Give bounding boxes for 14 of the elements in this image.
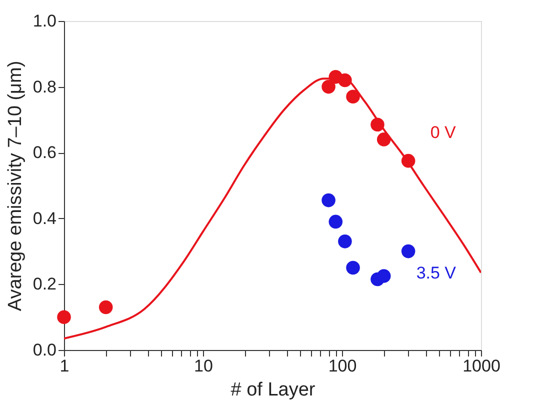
x-tick-label: 10 [194,356,213,376]
y-tick-label: 0.2 [32,274,56,294]
y-tick-label: 0.8 [32,77,56,96]
y-tick-label: 1.0 [32,12,56,30]
series-label: 3.5 V [416,263,457,282]
y-tick-label: 0.6 [32,143,56,162]
x-tick-label: 100 [328,356,357,376]
y-tick-label: 0.0 [32,340,56,360]
series-label: 0 V [430,122,456,142]
x-axis-title: # of Layer [230,380,316,400]
y-axis-title: Avarege emissivity 7–10 (μm) [4,60,26,312]
x-tick-label: 1000 [462,356,500,376]
y-tick-label: 0.4 [32,208,56,228]
x-tick-label: 1 [60,356,70,376]
